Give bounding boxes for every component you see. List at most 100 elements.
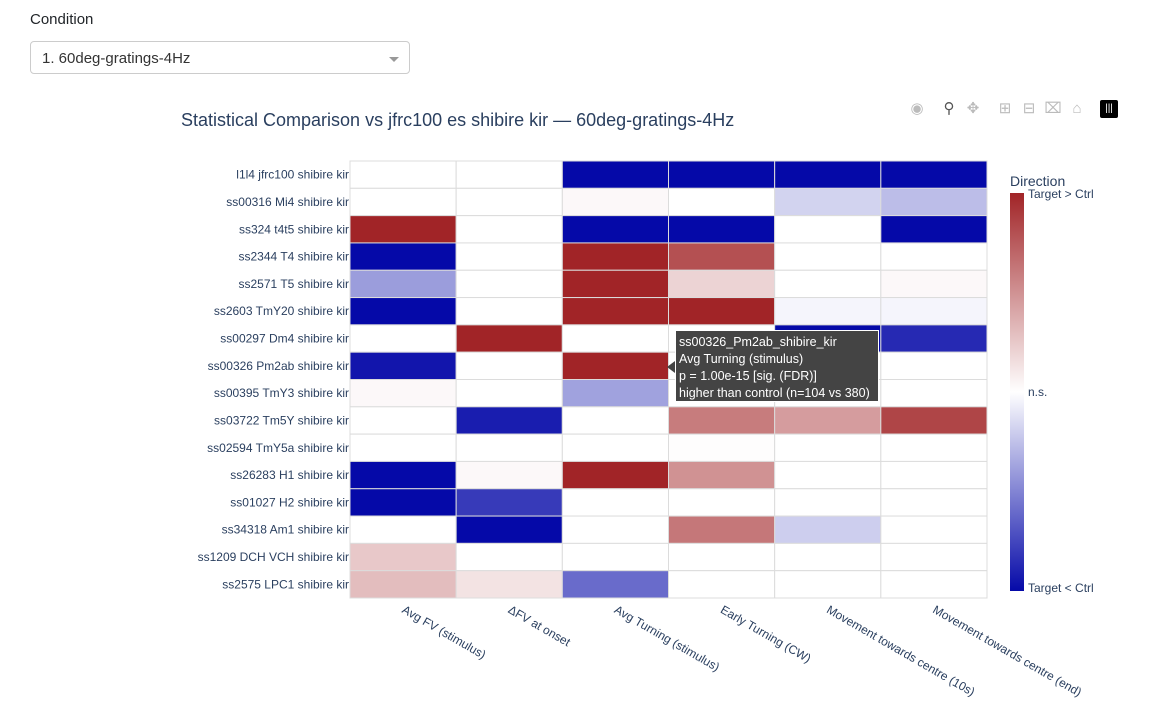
heatmap-cell[interactable]	[880, 460, 988, 490]
heatmap-cell[interactable]	[349, 433, 457, 462]
heatmap-cell[interactable]	[561, 269, 669, 299]
heatmap-cell[interactable]	[455, 515, 563, 544]
heatmap-cell[interactable]	[561, 570, 669, 599]
heatmap-cell[interactable]	[668, 297, 776, 326]
heatmap-cell[interactable]	[349, 351, 457, 380]
heatmap-cell[interactable]	[880, 433, 988, 462]
heatmap-cell[interactable]	[349, 324, 457, 353]
heatmap-cell[interactable]	[349, 460, 457, 490]
heatmap-cell[interactable]	[668, 406, 776, 435]
heatmap-cell[interactable]	[455, 297, 563, 326]
heatmap-cell[interactable]	[349, 515, 457, 544]
heatmap-cell[interactable]	[880, 570, 988, 599]
heatmap-cell[interactable]	[668, 542, 776, 572]
heatmap-cell[interactable]	[880, 406, 988, 435]
heatmap-cell[interactable]	[561, 488, 669, 517]
heatmap-cell[interactable]	[880, 242, 988, 271]
heatmap-cell[interactable]	[349, 542, 457, 572]
heatmap-cell[interactable]	[774, 297, 882, 326]
heatmap-cell[interactable]	[455, 351, 563, 380]
heatmap-cell[interactable]	[455, 269, 563, 299]
heatmap-cell[interactable]	[349, 242, 457, 271]
heatmap-cell[interactable]	[561, 379, 669, 408]
heatmap-cell[interactable]	[774, 242, 882, 271]
heatmap-cell[interactable]	[880, 160, 988, 189]
heatmap-cell[interactable]	[349, 297, 457, 326]
heatmap-cell[interactable]	[349, 269, 457, 299]
heatmap-cell[interactable]	[668, 515, 776, 544]
heatmap-cell[interactable]	[455, 242, 563, 271]
heatmap-cell[interactable]	[880, 488, 988, 517]
heatmap-cell[interactable]	[349, 379, 457, 408]
heatmap-cell[interactable]	[668, 269, 776, 299]
heatmap-cell[interactable]	[349, 187, 457, 217]
heatmap-cell[interactable]	[880, 515, 988, 544]
heatmap-cell[interactable]	[668, 242, 776, 271]
heatmap-cell[interactable]	[880, 269, 988, 299]
heatmap-cell[interactable]	[880, 215, 988, 244]
heatmap-cell[interactable]	[455, 379, 563, 408]
heatmap-cell[interactable]	[561, 324, 669, 353]
heatmap-cell[interactable]	[561, 215, 669, 244]
heatmap-cell[interactable]	[455, 406, 563, 435]
zoom-icon[interactable]: ⚲	[943, 100, 955, 117]
heatmap-cell[interactable]	[774, 515, 882, 544]
heatmap-cell[interactable]	[880, 324, 988, 353]
heatmap-cell[interactable]	[668, 187, 776, 217]
condition-dropdown[interactable]: 1. 60deg-gratings-4Hz	[30, 41, 410, 74]
heatmap-cell[interactable]	[668, 160, 776, 189]
heatmap-cell[interactable]	[561, 406, 669, 435]
heatmap-cell[interactable]	[880, 187, 988, 217]
heatmap-cell[interactable]	[880, 297, 988, 326]
heatmap-cell[interactable]	[455, 324, 563, 353]
heatmap-cell[interactable]	[880, 542, 988, 572]
heatmap-cell[interactable]	[774, 460, 882, 490]
heatmap-cell[interactable]	[455, 460, 563, 490]
chevron-down-icon[interactable]	[389, 57, 399, 62]
heatmap-cell[interactable]	[561, 351, 669, 380]
autoscale-icon[interactable]: ⌧	[1044, 100, 1062, 117]
camera-icon[interactable]: ◉	[910, 100, 924, 117]
heatmap-cell[interactable]	[561, 187, 669, 217]
heatmap-cell[interactable]	[668, 215, 776, 244]
heatmap-cell[interactable]	[668, 488, 776, 517]
heatmap-cell[interactable]	[455, 187, 563, 217]
heatmap-cell[interactable]	[455, 433, 563, 462]
heatmap-cell[interactable]	[774, 187, 882, 217]
heatmap-cell[interactable]	[349, 570, 457, 599]
heatmap-cell[interactable]	[774, 160, 882, 189]
heatmap-cell[interactable]	[774, 406, 882, 435]
heatmap-cell[interactable]	[668, 460, 776, 490]
pan-icon[interactable]: ✥	[966, 100, 980, 117]
zoom-out-icon[interactable]: ⊟	[1022, 100, 1036, 117]
heatmap-cell[interactable]	[774, 488, 882, 517]
heatmap-cell[interactable]	[561, 542, 669, 572]
heatmap-cell[interactable]	[455, 542, 563, 572]
heatmap-cell[interactable]	[455, 215, 563, 244]
heatmap-cell[interactable]	[455, 488, 563, 517]
heatmap-cell[interactable]	[349, 488, 457, 517]
heatmap-cell[interactable]	[561, 242, 669, 271]
heatmap-cell[interactable]	[349, 406, 457, 435]
heatmap-cell[interactable]	[561, 160, 669, 189]
heatmap-cell[interactable]	[561, 433, 669, 462]
heatmap-cell[interactable]	[561, 515, 669, 544]
heatmap-cell[interactable]	[774, 542, 882, 572]
heatmap-cell[interactable]	[561, 460, 669, 490]
heatmap-cell[interactable]	[349, 160, 457, 189]
heatmap-cell[interactable]	[774, 570, 882, 599]
heatmap-cell[interactable]	[668, 570, 776, 599]
heatmap-cell[interactable]	[455, 160, 563, 189]
heatmap-cell[interactable]	[774, 269, 882, 299]
heatmap-cell[interactable]	[668, 433, 776, 462]
heatmap-cell[interactable]	[880, 351, 988, 380]
plotly-logo-icon[interactable]: |||	[1100, 100, 1118, 118]
heatmap-cell[interactable]	[774, 215, 882, 244]
heatmap-cell[interactable]	[455, 570, 563, 599]
heatmap-cell[interactable]	[880, 379, 988, 408]
heatmap-cell[interactable]	[349, 215, 457, 244]
heatmap-cell[interactable]	[774, 433, 882, 462]
home-icon[interactable]: ⌂	[1072, 100, 1082, 117]
zoom-in-icon[interactable]: ⊞	[998, 100, 1012, 117]
